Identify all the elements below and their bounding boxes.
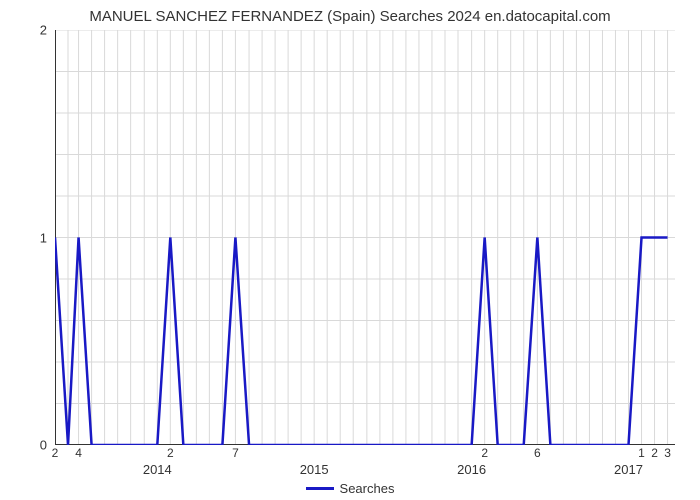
x-tick-label: 6 bbox=[534, 446, 541, 460]
chart-title: MANUEL SANCHEZ FERNANDEZ (Spain) Searche… bbox=[0, 0, 700, 25]
y-tick-label: 1 bbox=[40, 230, 47, 245]
series-group bbox=[55, 238, 668, 446]
y-axis: 012 bbox=[0, 30, 55, 445]
x-tick-label: 7 bbox=[232, 446, 239, 460]
x-year-label: 2017 bbox=[614, 462, 643, 477]
series-line bbox=[55, 238, 668, 446]
chart-container: MANUEL SANCHEZ FERNANDEZ (Spain) Searche… bbox=[0, 0, 700, 500]
plot-svg bbox=[55, 30, 675, 445]
x-tick-label: 4 bbox=[75, 446, 82, 460]
y-tick-label: 0 bbox=[40, 438, 47, 453]
plot-area bbox=[55, 30, 675, 445]
x-tick-label: 2 bbox=[167, 446, 174, 460]
x-year-label: 2016 bbox=[457, 462, 486, 477]
x-tick-label: 2 bbox=[481, 446, 488, 460]
x-tick-label: 1 bbox=[638, 446, 645, 460]
x-year-label: 2015 bbox=[300, 462, 329, 477]
grid-group bbox=[55, 30, 675, 445]
x-tick-label: 2 bbox=[52, 446, 59, 460]
y-tick-label: 2 bbox=[40, 23, 47, 38]
x-tick-label: 3 bbox=[664, 446, 671, 460]
legend-label: Searches bbox=[340, 481, 395, 496]
legend: Searches bbox=[0, 477, 700, 496]
legend-item: Searches bbox=[306, 481, 395, 496]
x-year-label: 2014 bbox=[143, 462, 172, 477]
x-tick-label: 2 bbox=[651, 446, 658, 460]
legend-swatch bbox=[306, 487, 334, 490]
